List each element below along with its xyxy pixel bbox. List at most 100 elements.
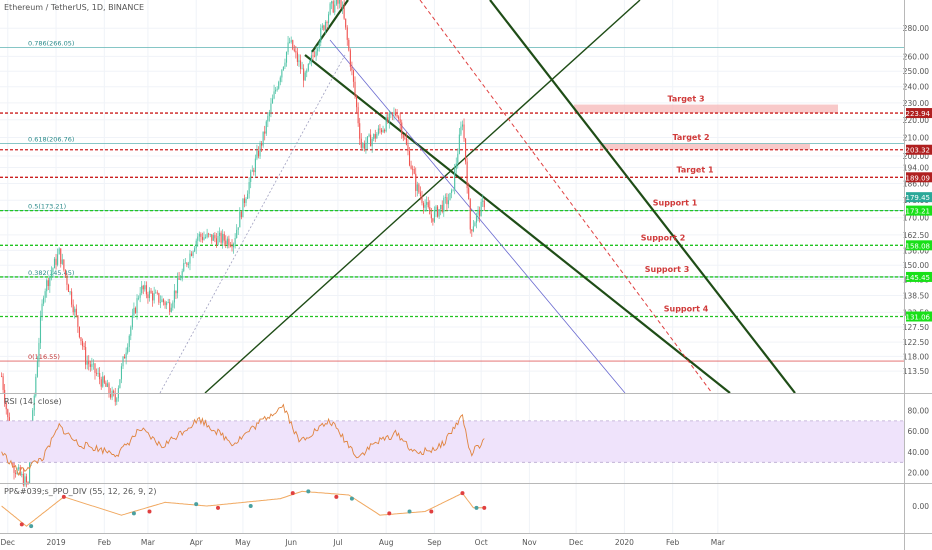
candle-up <box>275 89 277 92</box>
candle-up <box>38 343 40 362</box>
candle-down <box>5 402 7 410</box>
candle-up <box>250 171 252 183</box>
trendline <box>419 0 713 394</box>
ppo-divergence-dot <box>474 505 479 510</box>
rsi-tick-label: 40.00 <box>908 448 930 457</box>
candle-up <box>53 258 56 269</box>
candle-up <box>449 193 451 201</box>
candle-up <box>139 293 141 298</box>
ppo-divergence-dot <box>194 502 199 507</box>
target-boxes <box>574 104 838 150</box>
level-labels: Target 3 Target 2 Target 1 Support 1 Support… <box>641 95 714 314</box>
candle-up <box>130 327 132 336</box>
candle-up <box>206 233 208 238</box>
price-tag-background <box>906 144 932 155</box>
candle-up <box>237 227 239 230</box>
ppo-pane[interactable]: PP&#039;s_PPO_DIV (55, 12, 26, 9, 2) <box>1 487 487 529</box>
candle-down <box>164 302 166 306</box>
candle-up <box>29 461 31 484</box>
candle-up <box>452 189 454 191</box>
candle-down <box>410 165 412 169</box>
candle-up <box>287 42 289 52</box>
ppo-tick-label: 0.00 <box>912 502 929 511</box>
candle-down <box>134 307 137 313</box>
candle-down <box>22 473 24 486</box>
candle-up <box>57 254 59 265</box>
rsi-pane[interactable]: RSI (14, close) <box>0 397 904 477</box>
ppo-divergence-dot <box>460 491 465 496</box>
candle-up <box>97 373 99 374</box>
candle-up <box>166 302 168 306</box>
price-tick-label: 194.00 <box>903 164 929 173</box>
ppo-divergence-dot <box>61 494 66 499</box>
candle-down <box>356 95 358 108</box>
candles <box>1 0 485 488</box>
candle-down <box>228 238 230 246</box>
candle-up <box>239 211 241 228</box>
candle-up <box>21 473 23 475</box>
candle-down <box>108 383 110 394</box>
candle-up <box>306 70 308 73</box>
candle-up <box>342 5 344 8</box>
candle-up <box>284 62 286 67</box>
time-tick-label: Feb <box>98 538 112 547</box>
candle-up <box>128 335 130 347</box>
candle-up <box>281 69 283 78</box>
candle-up <box>474 222 476 227</box>
candle-down <box>340 0 342 8</box>
candle-down <box>147 294 149 299</box>
time-axis[interactable]: Dec 2019 Feb Mar Apr May Jun Jul Aug Sep Oct Nov Dec… <box>1 538 726 547</box>
candle-up <box>371 138 373 147</box>
candle-down <box>77 315 79 327</box>
candle-up <box>362 143 364 148</box>
price-axis[interactable]: 280.00 260.00 250.00 240.00 230.00 220.00 210.… <box>903 0 932 533</box>
price-pane[interactable]: 0.786(266.05)0.618(206.76)0.5(173.21)0.3… <box>0 0 904 533</box>
ppo-divergence-dot <box>306 489 311 494</box>
rsi-title: RSI (14, close) <box>4 397 62 406</box>
candle-up <box>131 315 133 328</box>
candle-down <box>60 248 62 264</box>
candle-down <box>345 18 347 28</box>
candle-up <box>189 253 191 264</box>
candle-down <box>105 382 107 387</box>
ppo-divergence-dot <box>147 509 152 514</box>
price-tick-label: 127.50 <box>903 323 929 332</box>
time-tick-label: Nov <box>522 538 537 547</box>
candle-up <box>460 126 462 135</box>
candle-up <box>247 193 249 199</box>
candle-up <box>309 60 311 64</box>
time-tick-label: Apr <box>190 538 204 547</box>
candle-up <box>58 248 60 255</box>
price-tag-background <box>906 172 932 183</box>
price-tick-label: 113.50 <box>903 367 929 376</box>
candle-down <box>374 134 376 139</box>
price-tick-label: 210.00 <box>903 133 929 142</box>
candle-down <box>430 214 432 219</box>
candle-down <box>214 235 216 239</box>
candle-up <box>331 1 333 4</box>
candle-up <box>377 128 379 135</box>
candle-down <box>312 55 314 57</box>
candle-down <box>402 135 404 138</box>
candle-down <box>215 238 217 245</box>
support-label: Support 2 <box>641 233 686 242</box>
candle-up <box>170 307 172 312</box>
candle-up <box>52 268 54 273</box>
candle-down <box>158 293 160 303</box>
rsi-tick-label: 20.00 <box>908 469 930 478</box>
candle-down <box>437 206 439 217</box>
candle-down <box>100 379 102 387</box>
candle-down <box>152 293 154 301</box>
candle-up <box>92 363 94 365</box>
candle-up <box>155 292 157 294</box>
time-tick-label: 2019 <box>47 538 66 547</box>
candle-up <box>329 3 331 15</box>
price-tag: 173.21 <box>906 208 931 216</box>
target-label: Target 2 <box>672 133 709 142</box>
candle-down <box>418 184 420 193</box>
candle-down <box>201 236 203 240</box>
time-tick-label: Aug <box>379 538 394 547</box>
candle-down <box>169 302 171 312</box>
candle-up <box>219 232 221 237</box>
time-tick-label: Mar <box>711 538 726 547</box>
